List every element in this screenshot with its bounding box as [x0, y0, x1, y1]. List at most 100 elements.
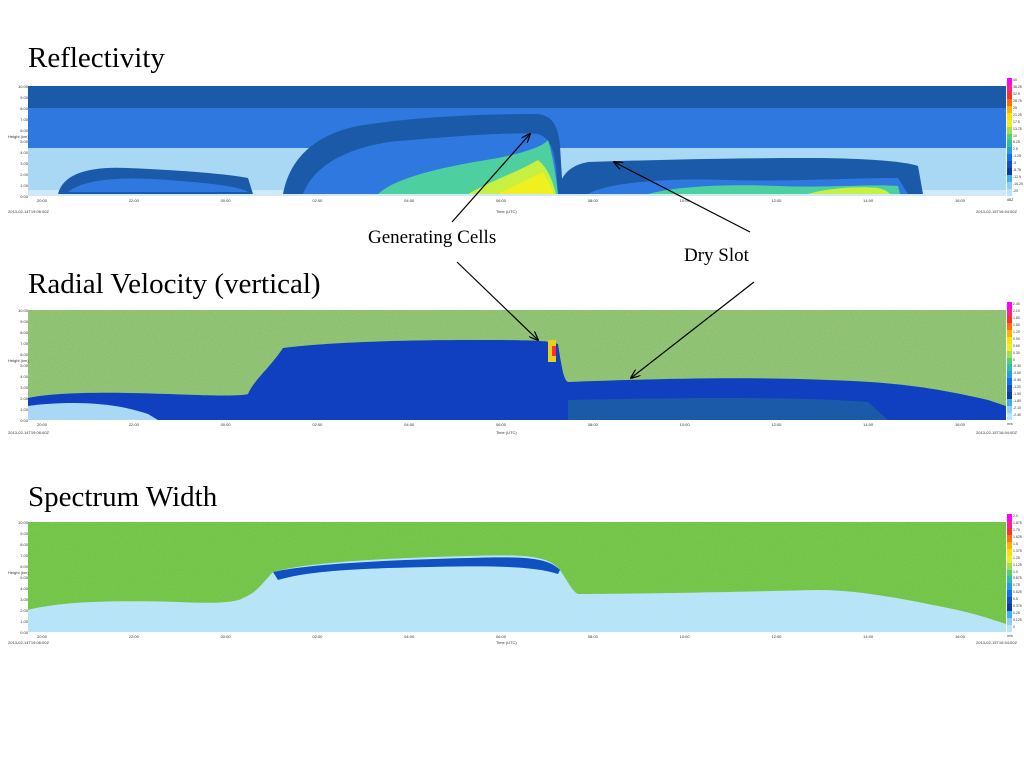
colorbar-tick-label: 0.5	[1013, 597, 1018, 602]
colorbar-swatch	[1007, 168, 1012, 176]
x-tick-label: 02:00	[312, 634, 323, 639]
colorbar-swatch	[1007, 604, 1012, 612]
width-xlabel: Time (UTC)	[496, 640, 517, 645]
velocity-xlabel: Time (UTC)	[496, 430, 517, 435]
colorbar-swatch	[1007, 569, 1012, 577]
colorbar-tick-label: -0.30	[1013, 364, 1021, 369]
colorbar-swatch	[1007, 625, 1012, 632]
x-tick-label: 06:00	[495, 634, 507, 639]
y-tick-label: 6.00	[20, 564, 28, 569]
y-tick-label: 8.00	[20, 106, 28, 111]
colorbar-tick-label: 0.75	[1013, 583, 1020, 588]
y-tick-label: 9.00	[20, 95, 28, 100]
colorbar-swatch	[1007, 611, 1012, 619]
colorbar-swatch	[1007, 357, 1012, 365]
x-tick-label: 08:00	[587, 634, 598, 639]
colorbar-swatch	[1007, 189, 1012, 196]
x-tick-label: 04:00	[404, 634, 415, 639]
reflectivity-heatmap	[28, 86, 1006, 196]
x-tick-label: 14:00	[863, 422, 874, 427]
colorbar-swatch	[1007, 590, 1012, 598]
x-tick-label: 00:00	[220, 634, 231, 639]
x-tick-label: 20:00	[36, 634, 48, 639]
y-tick-label: 0.00	[20, 630, 28, 635]
colorbar-swatch	[1007, 105, 1012, 113]
reflectivity-title: Reflectivity	[28, 42, 165, 74]
colorbar-unit: dBZ	[1007, 198, 1014, 202]
colorbar-tick-label: 2.10	[1013, 308, 1020, 313]
x-tick-label: 14:00	[863, 198, 874, 203]
y-tick-label: 7.00	[20, 117, 28, 122]
velocity-start-time: 2013-02-14T19:06:00Z	[8, 430, 49, 435]
spectrum-width-title: Spectrum Width	[28, 481, 218, 513]
colorbar-swatch	[1007, 618, 1012, 625]
colorbar-swatch	[1007, 182, 1012, 189]
x-tick-label: 00:00	[220, 422, 231, 427]
y-tick-label: 2.00	[20, 172, 28, 177]
colorbar-swatch	[1007, 371, 1012, 379]
generating-cells-label: Generating Cells	[368, 227, 497, 248]
colorbar-swatch	[1007, 154, 1012, 162]
y-tick-label: 3.00	[20, 161, 28, 166]
y-tick-label: 10.00	[17, 520, 28, 525]
colorbar	[1007, 514, 1012, 632]
colorbar-tick-label: 1.375	[1013, 548, 1022, 553]
colorbar-tick-label: 13.75	[1013, 126, 1022, 131]
colorbar-swatch	[1007, 343, 1012, 351]
colorbar-tick-label: -5	[1013, 161, 1017, 166]
x-tick-label: 20:00	[36, 198, 48, 203]
colorbar-swatch	[1007, 112, 1012, 120]
colorbar-swatch	[1007, 175, 1012, 183]
reflectivity-end-time: 2013-02-15T16:54:00Z	[976, 209, 1017, 214]
x-tick-label: 10:00	[679, 634, 690, 639]
colorbar-tick-label: 0.60	[1013, 343, 1020, 348]
echo-velocity-gc-core	[552, 346, 556, 356]
colorbar	[1007, 302, 1012, 420]
fill-top-band	[28, 86, 1006, 108]
colorbar-swatch	[1007, 548, 1012, 556]
colorbar-swatch	[1007, 583, 1012, 591]
x-tick-label: 14:00	[863, 634, 874, 639]
width-ylabel: Height (km)	[8, 570, 29, 575]
colorbar-tick-label: -0.90	[1013, 378, 1021, 383]
colorbar-swatch	[1007, 302, 1012, 309]
width-plot-svg	[28, 522, 1006, 632]
colorbar-swatch	[1007, 541, 1012, 549]
colorbar-tick-label: 0.25	[1013, 611, 1020, 616]
y-tick-label: 5.00	[20, 363, 28, 368]
colorbar-unit: m/s	[1007, 634, 1013, 638]
width-end-time: 2013-02-15T16:54:00Z	[976, 640, 1017, 645]
colorbar-tick-label: 0.90	[1013, 336, 1020, 341]
echo-width-top	[273, 557, 560, 580]
x-tick-label: 08:00	[587, 198, 598, 203]
colorbar-tick-label: 1.0	[1013, 569, 1018, 574]
y-tick-label: 1.00	[20, 407, 28, 412]
x-tick-label: 06:00	[495, 422, 507, 427]
x-tick-label: 22:00	[128, 422, 139, 427]
colorbar-swatch	[1007, 527, 1012, 535]
x-tick-label: 16:00	[954, 198, 966, 203]
y-tick-label: 2.00	[20, 608, 28, 613]
colorbar-tick-label: -1.20	[1013, 385, 1021, 390]
colorbar-swatch	[1007, 91, 1012, 99]
x-tick-label: 02:00	[312, 198, 323, 203]
dry-slot-label: Dry Slot	[684, 245, 749, 266]
velocity-ylabel: Height (km)	[8, 358, 29, 363]
colorbar-swatch	[1007, 126, 1012, 134]
echo-early-core	[68, 178, 248, 192]
colorbar-swatch	[1007, 392, 1012, 400]
y-tick-label: 5.00	[20, 575, 28, 580]
colorbar-swatch	[1007, 562, 1012, 570]
colorbar-tick-label: 10	[1013, 133, 1017, 138]
colorbar-tick-label: 1.80	[1013, 315, 1020, 320]
colorbar-tick-label: 0.375	[1013, 604, 1022, 609]
colorbar-tick-label: 1.20	[1013, 329, 1020, 334]
colorbar-tick-label: 28.75	[1013, 98, 1022, 103]
colorbar-tick-label: -12.5	[1013, 175, 1021, 180]
y-tick-label: 0.00	[20, 194, 28, 199]
echo-velocity-late	[568, 398, 888, 420]
y-tick-label: 4.00	[20, 586, 28, 591]
y-tick-label: 7.00	[20, 341, 28, 346]
x-tick-label: 06:00	[495, 198, 507, 203]
velocity-panel: 2013-02-14T19:06:00Z 2013-02-15T16:54:00…	[8, 302, 1021, 442]
